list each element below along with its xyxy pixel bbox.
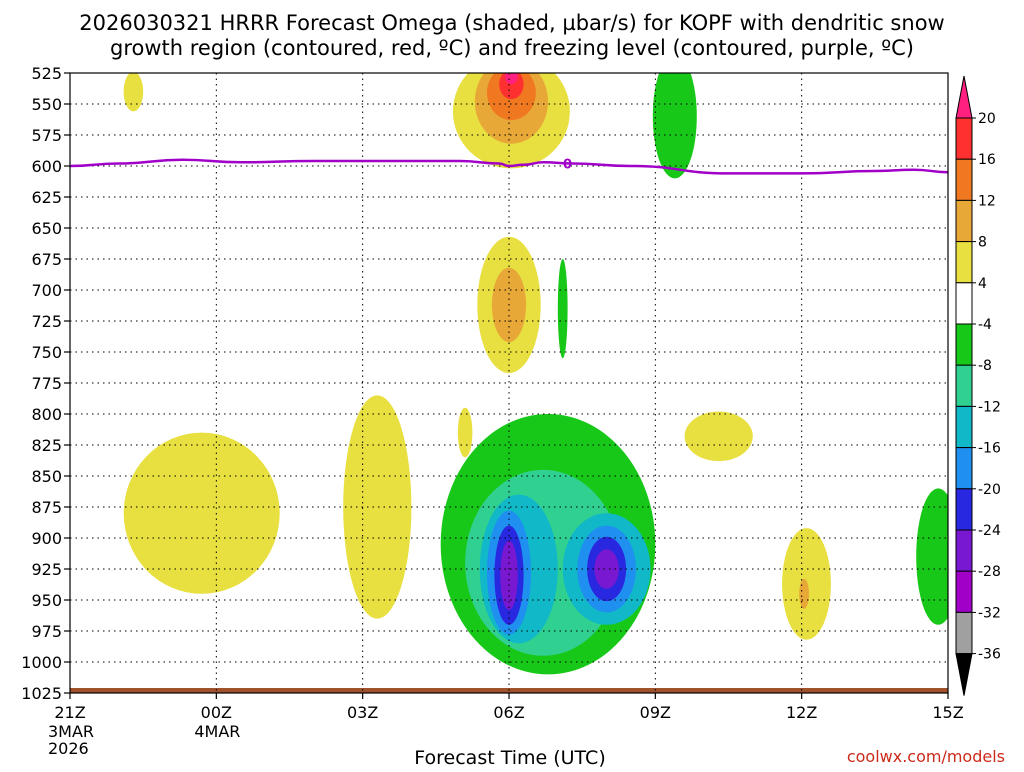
x-tick-label-00Z: 00Z [201,703,232,722]
colorbar-box-0 [955,117,973,160]
colorbar-label-4: 4 [978,276,987,292]
y-tick-label-875: 875 [31,498,62,517]
colorbar-label-12: 12 [978,193,996,209]
y-tick-label-525: 525 [31,64,62,83]
y-tick-label-600: 600 [31,157,62,176]
y-axis: 525 550 575 600 625 650 675 700 725 750 775 800 825 8… [21,64,70,703]
omega-region-23 [457,407,473,458]
omega-region-8 [557,259,568,359]
watermark: coolwx.com/models [847,747,1005,766]
freezing-level-label: 0 [563,158,572,173]
x-axis-label: Forecast Time (UTC) [414,747,605,768]
colorbar-label-16: 16 [978,152,996,168]
x-tick-label-09Z: 09Z [640,703,671,722]
x-tick-date-00Z: 4MAR [194,722,240,741]
omega-shading [123,73,948,675]
freezing-level-contour: 0 [70,158,948,175]
colorbar: 20 16 12 8 4 -4 -8 -12 -16 -20 -24 -28 -32 -36 [955,75,1001,696]
omega-region-20 [123,73,144,112]
omega-region-26 [799,578,809,609]
y-tick-label-725: 725 [31,312,62,331]
x-tick-label-21Z: 21Z [54,703,85,722]
colorbar-label--28: -28 [978,564,1001,580]
y-tick-label-750: 750 [31,343,62,362]
y-tick-label-625: 625 [31,188,62,207]
colorbar-box-5 [955,323,973,366]
colorbar-top-arrow [955,75,973,119]
colorbar-box-2 [955,199,973,243]
y-tick-label-850: 850 [31,467,62,486]
colorbar-label--32: -32 [978,605,1001,621]
y-tick-label-650: 650 [31,219,62,238]
freezing-level-line [70,158,948,175]
omega-region-24 [684,411,753,462]
colorbar-label--24: -24 [978,523,1001,539]
y-tick-label-975: 975 [31,622,62,641]
colorbar-box-9 [955,488,973,531]
colorbar-box-4 [955,282,973,325]
y-tick-label-925: 925 [31,560,62,579]
grid-lines [70,73,948,693]
colorbar-box-10 [955,529,973,572]
x-tick-year-21Z: 2026 [48,739,89,758]
omega-region-21 [123,432,280,594]
colorbar-label--16: -16 [978,441,1001,457]
y-tick-label-550: 550 [31,95,62,114]
y-tick-label-675: 675 [31,250,62,269]
x-tick-label-15Z: 15Z [932,703,963,722]
omega-region-4 [505,73,518,85]
omega-region-18 [594,549,619,589]
x-tick-label-03Z: 03Z [347,703,378,722]
y-tick-label-1025: 1025 [21,684,62,703]
y-tick-label-1000: 1000 [21,653,62,672]
y-tick-label-825: 825 [31,436,62,455]
colorbar-box-6 [955,364,973,407]
colorbar-box-11 [955,570,973,613]
chart-title-line-2: growth region (contoured, red, ºC) and f… [110,36,914,60]
colorbar-label-20: 20 [978,111,996,127]
colorbar-label--8: -8 [978,358,992,374]
y-tick-label-700: 700 [31,281,62,300]
colorbar-box-3 [955,241,973,284]
omega-region-14 [500,540,518,610]
colorbar-bottom-arrow [955,653,973,696]
colorbar-box-1 [955,158,973,201]
colorbar-label--36: -36 [978,647,1001,663]
colorbar-label--20: -20 [978,482,1001,498]
colorbar-box-8 [955,447,973,490]
omega-region-19 [916,488,948,625]
y-tick-label-900: 900 [31,529,62,548]
x-tick-date-21Z: 3MAR [48,722,94,741]
y-tick-label-800: 800 [31,405,62,424]
colorbar-label-8: 8 [978,235,987,251]
x-tick-label-06Z: 06Z [493,703,524,722]
omega-region-22 [343,395,412,619]
y-tick-label-575: 575 [31,126,62,145]
y-tick-label-775: 775 [31,374,62,393]
x-tick-label-12Z: 12Z [786,703,817,722]
colorbar-label--12: -12 [978,399,1001,415]
y-tick-label-950: 950 [31,591,62,610]
chart-title-line-1: 2026030321 HRRR Forecast Omega (shaded, … [79,11,944,35]
colorbar-box-12 [955,611,973,655]
omega-region-3 [499,73,524,100]
omega-region-7 [652,73,697,179]
colorbar-label--4: -4 [978,317,992,333]
colorbar-box-7 [955,405,973,449]
